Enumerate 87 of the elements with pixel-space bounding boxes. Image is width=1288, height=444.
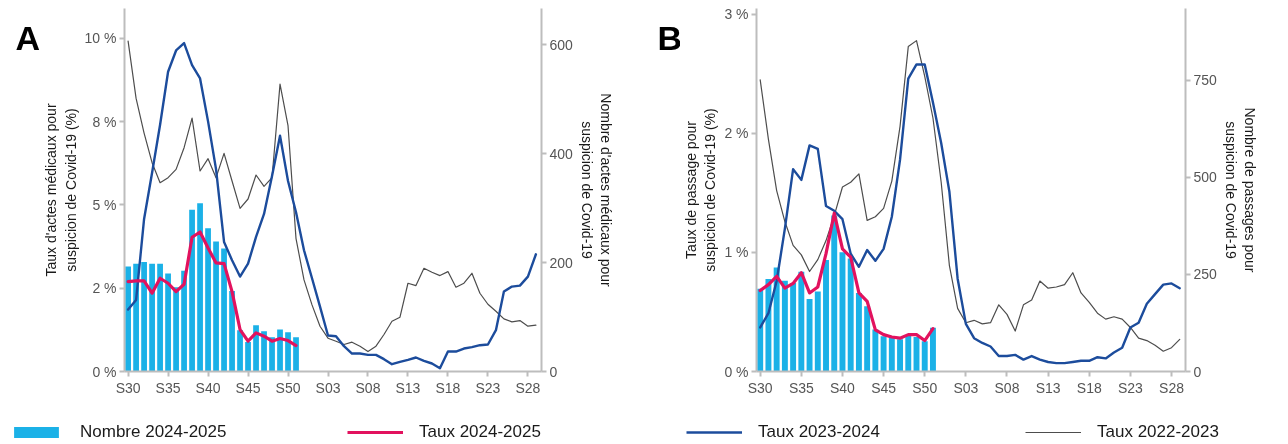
bar: [277, 329, 283, 372]
bar: [905, 335, 912, 372]
bar: [888, 336, 895, 372]
y-tick-label: 5 %: [92, 196, 117, 213]
bar: [831, 215, 838, 372]
chart-title: A: [15, 19, 41, 58]
bar: [157, 263, 163, 372]
x-tick-label: S18: [1076, 379, 1102, 396]
x-tick-label: S30: [747, 379, 773, 396]
y2-axis-title: Nombre d'actes médicaux pour suspicion de Covid-19: [578, 93, 615, 287]
line-series: [758, 211, 935, 343]
y2-tick-label: 0: [1193, 363, 1202, 380]
bar: [847, 258, 854, 372]
line-series: [126, 230, 298, 348]
x-tick-label: S45: [871, 379, 897, 396]
bar: [790, 282, 797, 372]
y2-axis-title: Nombre de passages pour suspicion de Covid-19: [1222, 107, 1259, 273]
x-tick-label: S50: [275, 379, 301, 396]
y-tick-label: 3 %: [724, 6, 749, 23]
x-tick-label: S23: [1117, 379, 1144, 396]
bar: [872, 329, 879, 372]
bar: [173, 287, 179, 372]
x-tick-label: S28: [1159, 379, 1185, 396]
bar: [261, 331, 267, 372]
bar: [197, 203, 203, 372]
y2-tick-label: 0: [549, 363, 558, 380]
y-axis-title: Taux d'actes médicaux pour suspicion de Covid-19 (%): [43, 103, 79, 277]
bar: [189, 209, 195, 372]
bar: [149, 263, 155, 372]
x-tick-label: S45: [235, 379, 261, 396]
y2-tick-label: 600: [549, 36, 574, 53]
y-tick-label: 8 %: [92, 113, 117, 130]
x-tick-label: S13: [395, 379, 421, 396]
x-tick-label: S50: [912, 379, 938, 396]
bar: [929, 327, 936, 372]
y-tick-label: 0 %: [724, 363, 749, 380]
legend-label: Nombre 2024-2025: [80, 422, 228, 442]
bar: [823, 260, 829, 372]
bar: [864, 306, 871, 372]
x-tick-label: S35: [155, 379, 181, 396]
x-tick-label: S30: [115, 379, 141, 396]
bar: [781, 280, 788, 372]
bar: [806, 298, 813, 372]
bar: [921, 341, 928, 372]
bar: [293, 337, 299, 372]
x-tick-label: S13: [1035, 379, 1061, 396]
bar: [253, 325, 259, 372]
x-tick-label: S03: [953, 379, 979, 396]
bar: [880, 336, 887, 372]
x-tick-label: S23: [475, 379, 501, 396]
y-tick-label: 2 %: [724, 125, 749, 142]
x-tick-label: S40: [195, 379, 221, 396]
y-tick-label: 10 %: [84, 30, 117, 47]
x-tick-label: S35: [788, 379, 814, 396]
bar: [245, 342, 251, 372]
bar: [221, 248, 227, 372]
x-tick-label: S08: [994, 379, 1020, 396]
x-tick-label: S18: [435, 379, 461, 396]
bar: [205, 228, 211, 372]
bar: [814, 291, 821, 372]
bar: [897, 339, 904, 372]
y2-tick-label: 750: [1193, 72, 1218, 89]
x-tick-label: S28: [515, 379, 541, 396]
y-tick-label: 1 %: [724, 244, 749, 261]
y2-tick-label: 250: [1193, 266, 1218, 283]
legend-label: Taux 2022-2023: [1097, 422, 1220, 442]
bar: [285, 332, 291, 372]
bar: [213, 241, 219, 372]
bar: [855, 293, 862, 372]
y2-tick-label: 200: [549, 254, 574, 271]
y-tick-label: 0 %: [92, 363, 117, 380]
y-axis-title: Taux de passage pour suspicion de Covid-19 (%): [683, 108, 719, 272]
y2-tick-label: 500: [1193, 169, 1218, 186]
legend-label: Taux 2023-2024: [758, 422, 881, 442]
x-tick-label: S08: [355, 379, 381, 396]
bar: [798, 271, 805, 372]
bar: [165, 273, 171, 372]
y2-tick-label: 400: [549, 145, 574, 162]
bar: [181, 270, 187, 372]
legend-label: Taux 2024-2025: [419, 422, 542, 442]
bar: [229, 290, 235, 372]
y-tick-label: 2 %: [92, 280, 117, 297]
bar: [141, 262, 147, 372]
chart-title: B: [657, 19, 683, 58]
bar: [237, 330, 243, 372]
x-tick-label: S40: [830, 379, 856, 396]
x-tick-label: S03: [315, 379, 341, 396]
